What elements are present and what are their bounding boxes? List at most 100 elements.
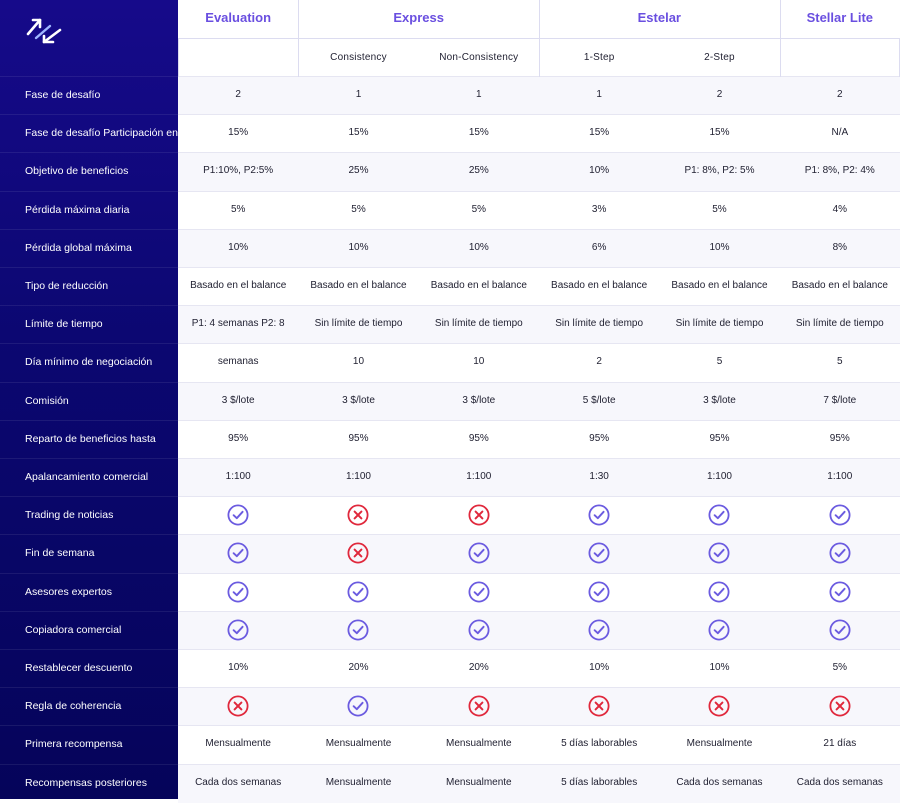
sidebar-divider (0, 267, 178, 268)
table-cell: 1 (476, 89, 482, 100)
table-cell: Mensualmente (686, 738, 753, 750)
table-cell: 6% (591, 241, 607, 253)
table-cell: 5% (230, 203, 246, 215)
sidebar-divider (0, 305, 178, 307)
sidebar-divider (0, 381, 178, 383)
sidebar-divider (0, 687, 178, 689)
sidebar-divider (0, 496, 178, 498)
check-circle-icon (588, 504, 610, 526)
sidebar-divider (0, 114, 178, 116)
check-circle-icon (588, 619, 610, 641)
table-cell: 20% (348, 662, 369, 673)
sidebar-divider (0, 649, 178, 650)
table-cell: 1:100 (466, 471, 492, 482)
table-cell: 10% (709, 662, 730, 673)
table-cell: Cada dos semanas (676, 776, 763, 788)
table-row (178, 572, 900, 612)
sidebar-divider (0, 725, 178, 727)
sub-header-5 (780, 39, 900, 77)
sidebar-divider (0, 534, 178, 536)
table-cell: 15% (348, 127, 369, 139)
cross-circle-icon (588, 695, 610, 717)
sidebar-divider (0, 572, 178, 574)
table-cell: 5% (712, 203, 727, 215)
sub-header-3: 1-Step (583, 52, 615, 63)
check-circle-icon (708, 504, 730, 526)
table-cell: Sin límite de tiempo (795, 318, 884, 330)
table-cell: 1:100 (827, 471, 853, 482)
arrows-logo-icon (22, 12, 66, 48)
cross-circle-icon (227, 695, 249, 717)
table-cell: 1:100 (706, 471, 732, 482)
table-cell: 3 $/lote (342, 394, 375, 406)
sidebar-divider (0, 458, 178, 459)
sub-header-0 (178, 39, 298, 77)
table-cell: Mensualmente (446, 776, 512, 788)
table-row (178, 228, 900, 268)
table-row (178, 725, 900, 764)
table-cell: Mensualmente (446, 738, 512, 750)
row-label: Pérdida global máxima (25, 241, 132, 254)
table-cell: 1:30 (589, 471, 609, 482)
row-label: Asesores expertos (25, 585, 112, 598)
row-label: Recompensas posteriores (25, 776, 147, 789)
table-row (178, 381, 900, 421)
check-circle-icon (468, 581, 490, 603)
table-cell: 10 (473, 356, 485, 368)
row-label: Trading de noticias (25, 509, 114, 522)
table-cell: 3 $/lote (462, 394, 496, 406)
table-cell: 10% (709, 241, 730, 253)
column-divider (298, 0, 300, 77)
sidebar-divider (0, 76, 178, 77)
table-cell: 10% (468, 241, 489, 253)
row-label: Copiadora comercial (25, 623, 122, 636)
table-cell: 95% (468, 432, 489, 444)
table-cell: Sin límite de tiempo (434, 318, 523, 330)
table-cell: 25% (468, 165, 489, 177)
table-cell: 5 (716, 356, 723, 368)
table-cell: 2 (235, 89, 241, 100)
table-cell: 25% (348, 165, 369, 177)
check-circle-icon (708, 542, 730, 564)
table-cell: 15% (468, 127, 489, 139)
table-cell: Basado en el balance (190, 280, 287, 291)
sidebar-divider (0, 152, 178, 154)
table-row (178, 305, 900, 345)
table-cell: Basado en el balance (551, 280, 648, 291)
check-circle-icon (829, 581, 851, 603)
row-label: Fase de desafío Participación en benefic… (25, 127, 229, 140)
table-row (178, 763, 900, 803)
table-cell: 95% (589, 432, 610, 444)
check-circle-icon (588, 542, 610, 564)
table-cell: 1 (355, 89, 362, 100)
table-cell: 10% (589, 662, 610, 673)
row-label: Pérdida máxima diaria (25, 203, 130, 216)
check-circle-icon (829, 504, 851, 526)
sidebar-divider (0, 419, 178, 421)
table-cell: 10% (589, 165, 610, 177)
row-label: Reparto de beneficios hasta (25, 432, 156, 445)
row-label: Apalancamiento comercial (25, 471, 149, 483)
table-cell: Mensualmente (205, 738, 271, 750)
check-circle-icon (708, 619, 730, 641)
sub-header-4: 2-Step (704, 52, 735, 63)
table-row (178, 534, 900, 574)
row-label: Comisión (25, 394, 69, 407)
row-label: Regla de coherencia (25, 700, 122, 713)
check-circle-icon (468, 619, 490, 641)
table-row (178, 190, 900, 230)
column-divider (898, 39, 900, 77)
table-cell: 5% (471, 203, 487, 215)
table-cell: 15% (589, 127, 610, 139)
check-circle-icon (829, 542, 851, 564)
table-cell: Sin límite de tiempo (314, 318, 403, 330)
cross-circle-icon (347, 542, 369, 564)
sub-header-2: Non-Consistency (439, 52, 519, 63)
check-circle-icon (227, 581, 249, 603)
table-cell: semanas (217, 356, 259, 368)
table-row (178, 649, 900, 688)
sub-header-1: Consistency (330, 52, 387, 63)
table-cell: 10% (228, 241, 249, 253)
column-divider (779, 0, 781, 77)
table-row (178, 687, 900, 727)
